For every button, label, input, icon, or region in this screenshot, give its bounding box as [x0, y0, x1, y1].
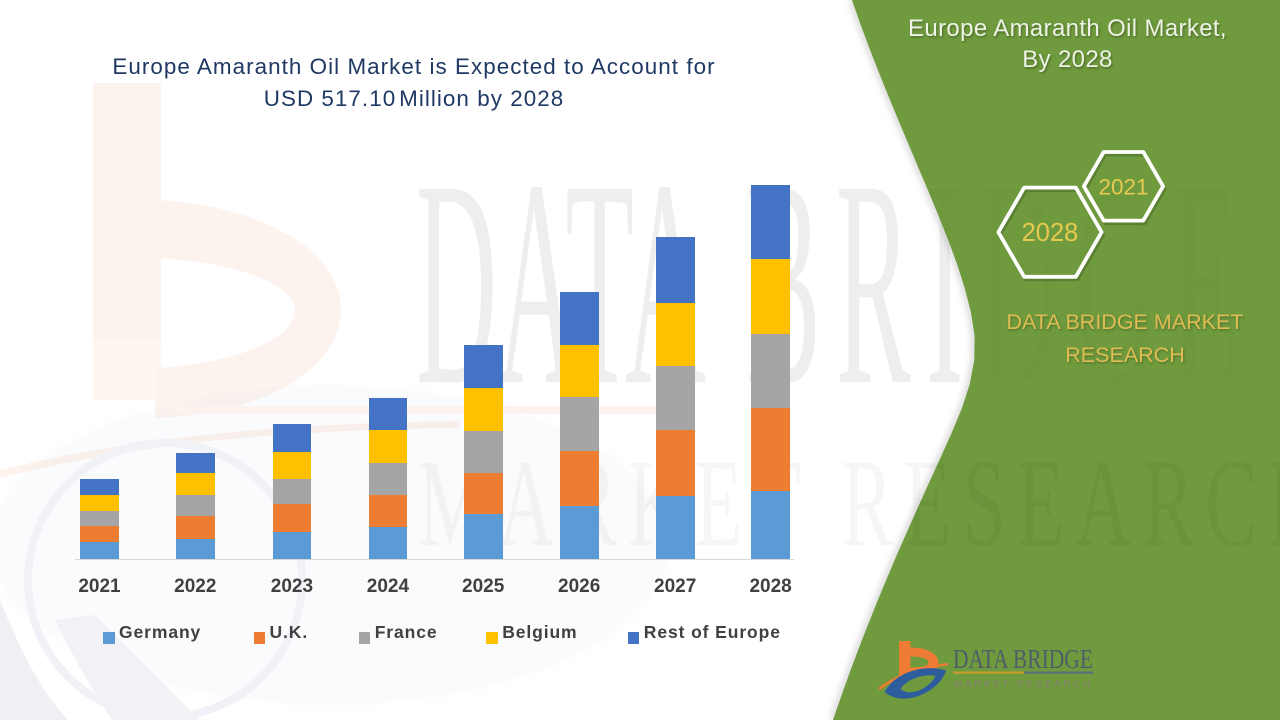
svg-text:MARKET RESEARCH: MARKET RESEARCH [954, 679, 1093, 690]
svg-text:2021: 2021 [1098, 175, 1148, 200]
svg-text:DATA BRIDGE: DATA BRIDGE [953, 644, 1093, 674]
svg-text:2028: 2028 [1022, 219, 1079, 247]
